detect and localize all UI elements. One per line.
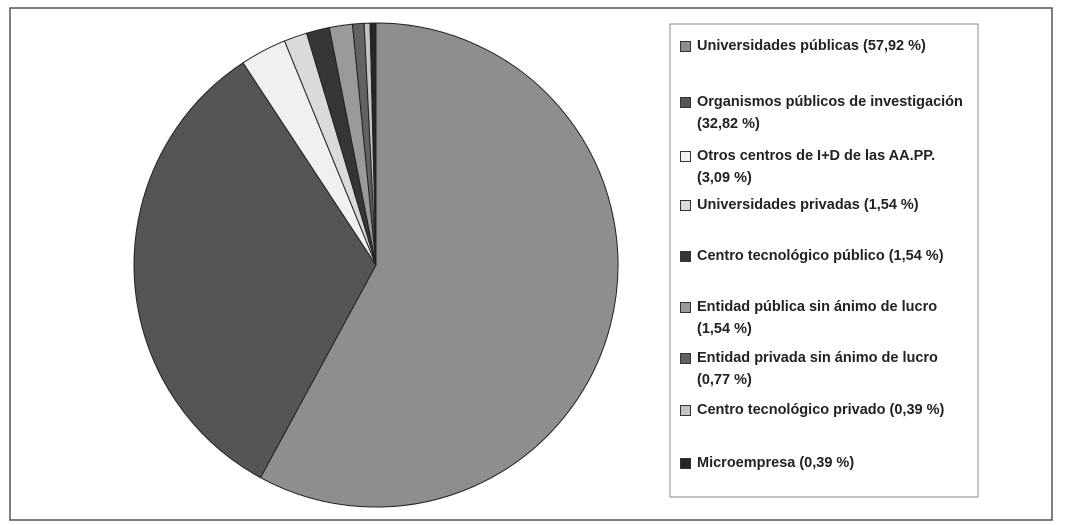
legend-item: Otros centros de I+D de las AA.PP. (3,09… [680, 145, 972, 189]
legend-item: Universidades privadas (1,54 %) [680, 194, 972, 216]
legend-item: Microempresa (0,39 %) [680, 452, 972, 474]
legend-item: Centro tecnológico privado (0,39 %) [680, 399, 972, 421]
legend-swatch [680, 405, 691, 416]
legend-swatch [680, 302, 691, 313]
legend-label: Otros centros de I+D de las AA.PP. (3,09… [697, 148, 936, 186]
legend-label: Organismos públicos de investigación (32… [697, 94, 963, 132]
legend-item: Entidad pública sin ánimo de lucro (1,54… [680, 296, 972, 340]
pie-slice [133, 62, 377, 479]
legend-swatch [680, 97, 691, 108]
legend-swatch [680, 458, 691, 469]
legend-label: Universidades públicas (57,92 %) [697, 38, 926, 54]
legend-label: Microempresa (0,39 %) [697, 455, 855, 471]
legend-label: Centro tecnológico público (1,54 %) [697, 248, 944, 264]
legend-item: Universidades públicas (57,92 %) [680, 35, 972, 57]
legend-swatch [680, 41, 691, 52]
legend-item: Organismos públicos de investigación (32… [680, 91, 972, 135]
frame [9, 7, 1053, 521]
legend-item: Entidad privada sin ánimo de lucro (0,77… [680, 347, 972, 391]
legend-label: Centro tecnológico privado (0,39 %) [697, 402, 945, 418]
legend-box [669, 23, 979, 498]
legend-swatch [680, 200, 691, 211]
legend-label: Entidad pública sin ánimo de lucro (1,54… [697, 299, 938, 337]
pie-slice [369, 22, 377, 266]
legend-swatch [680, 251, 691, 262]
legend-item: Centro tecnológico público (1,54 %) [680, 245, 972, 267]
legend-label: Entidad privada sin ánimo de lucro (0,77… [697, 350, 938, 388]
legend-swatch [680, 151, 691, 162]
pie-slice [259, 22, 619, 508]
legend-label: Universidades privadas (1,54 %) [697, 197, 919, 213]
legend-swatch [680, 353, 691, 364]
